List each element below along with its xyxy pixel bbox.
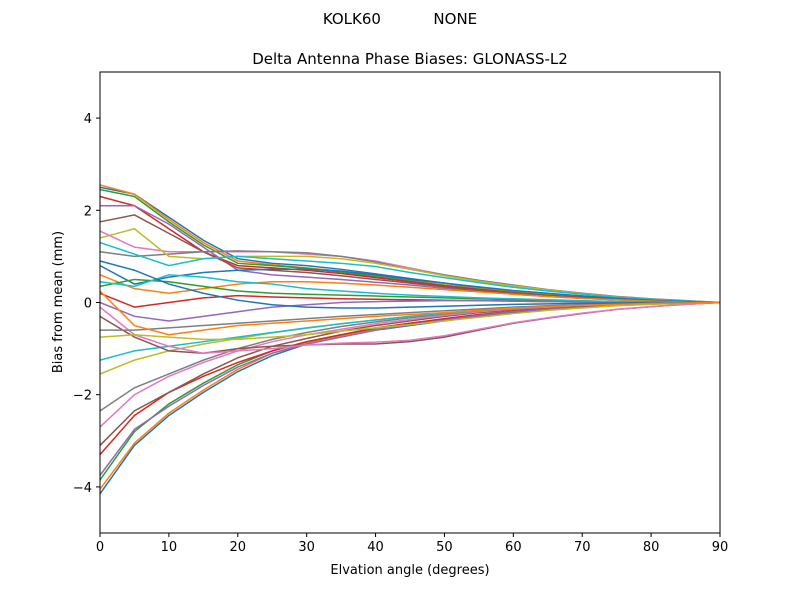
series-line-26 [99,301,721,354]
series-line-16 [99,230,721,304]
y-tick-label: 2 [84,204,92,219]
x-tick-label: 60 [505,540,522,555]
y-tick-label: −2 [73,389,92,404]
chart-title: Delta Antenna Phase Biases: GLONASS-L2 [252,50,568,68]
series-line-31 [99,290,721,336]
x-tick-label: 90 [712,540,729,555]
plot-frame [99,71,721,534]
series-line-20 [99,264,721,304]
y-tick-label: −4 [73,481,92,496]
chart-suptitle: KOLK60 NONE [323,10,477,28]
x-tick-label: 10 [161,540,178,555]
x-tick-label: 20 [230,540,247,555]
series-line-28 [99,301,721,341]
series-line-19 [99,241,721,304]
x-tick-label: 40 [367,540,384,555]
x-axis-label: Elvation angle (degrees) [330,563,489,578]
axis-ticks: 0 10 20 30 40 50 60 70 80 90 −4 −2 0 2 4 [73,112,728,555]
plot-lines [99,184,721,495]
x-tick-label: 0 [96,540,104,555]
series-line-29 [99,274,720,304]
y-tick-label: 0 [84,297,92,312]
series-line-21 [99,274,721,304]
x-tick-label: 30 [298,540,315,555]
y-tick-label: 4 [84,112,92,127]
x-tick-label: 70 [574,540,591,555]
x-tick-label: 50 [436,540,453,555]
series-line-30 [99,260,720,309]
x-tick-label: 80 [643,540,660,555]
series-line-1 [99,301,721,490]
y-axis-label: Bias from mean (mm) [51,231,66,373]
series-line-7 [99,301,721,412]
